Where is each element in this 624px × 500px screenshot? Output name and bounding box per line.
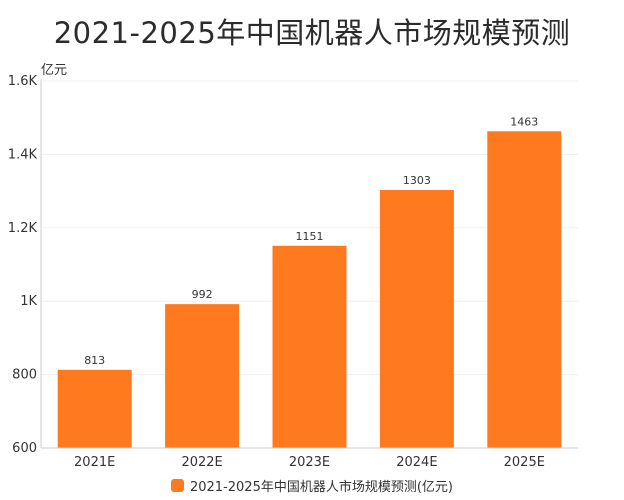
bar [272,245,347,448]
y-tick-label: 600 [12,441,37,456]
x-tick-label: 2022E [181,455,222,470]
y-tick-label: 1.4K [8,147,38,162]
bar-chart: 亿元 600 800 1K 1.2K 1.4K 1.6K 813 992 1151 1303 14… [8,63,578,470]
y-tick-label: 1.2K [8,221,38,236]
x-axis-ticks: 2021E 2022E 2023E 2024E 2025E [74,455,545,470]
x-tick-label: 2023E [289,455,330,470]
bar [379,189,454,448]
bar [487,131,562,449]
legend[interactable]: 2021-2025年中国机器人市场规模预测(亿元) [0,476,624,495]
legend-swatch [170,479,184,492]
legend-label: 2021-2025年中国机器人市场规模预测(亿元) [189,480,453,495]
chart-title: 2021-2025年中国机器人市场规模预测 [53,16,571,50]
bar [57,369,132,448]
y-tick-label: 1.6K [8,74,38,89]
y-tick-label: 800 [12,368,37,383]
data-label: 1151 [296,230,324,243]
data-label: 992 [192,288,213,301]
x-tick-label: 2024E [396,455,437,470]
bars [57,131,562,449]
x-tick-label: 2025E [504,455,545,470]
x-tick-label: 2021E [74,455,115,470]
data-label: 813 [84,354,105,367]
data-label: 1303 [403,174,431,187]
data-label: 1463 [510,115,538,128]
y-axis-unit-label: 亿元 [41,63,67,78]
bar [165,304,240,448]
y-axis-ticks: 600 800 1K 1.2K 1.4K 1.6K [8,74,38,456]
y-tick-label: 1K [20,294,37,309]
data-labels: 813 992 1151 1303 1463 [84,115,538,367]
